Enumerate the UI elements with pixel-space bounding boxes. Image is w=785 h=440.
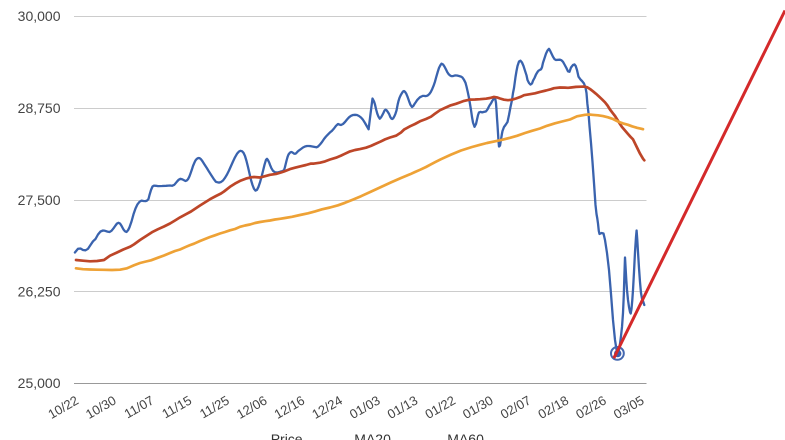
- svg-text:MA20: MA20: [354, 431, 391, 440]
- svg-text:25,000: 25,000: [18, 375, 61, 391]
- svg-text:30,000: 30,000: [18, 8, 61, 24]
- svg-text:MA60: MA60: [447, 431, 484, 440]
- svg-text:Price: Price: [271, 431, 303, 440]
- svg-text:26,250: 26,250: [18, 283, 61, 299]
- svg-text:28,750: 28,750: [18, 100, 61, 116]
- svg-text:27,500: 27,500: [18, 192, 61, 208]
